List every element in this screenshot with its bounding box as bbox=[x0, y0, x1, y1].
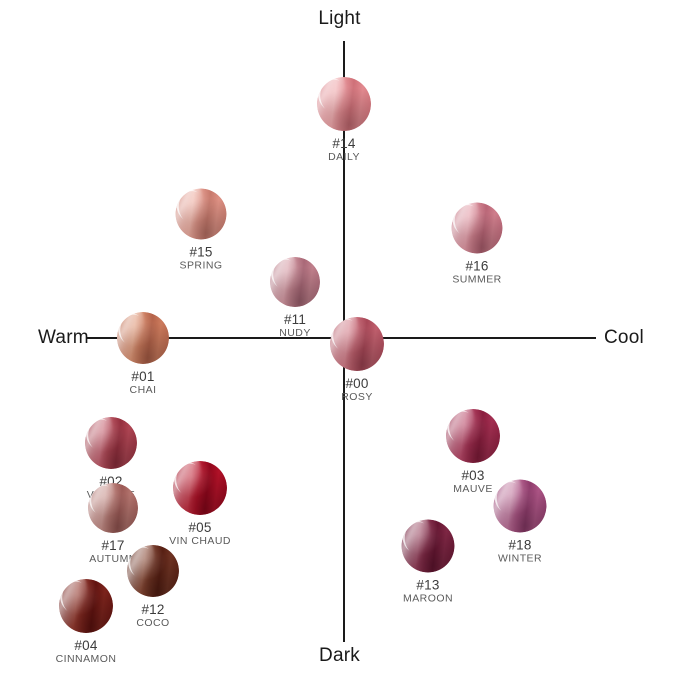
swatch-color-fill bbox=[127, 545, 179, 597]
swatch-caption: #11 NUDY bbox=[279, 312, 311, 340]
swatch-dot[interactable] bbox=[446, 409, 500, 463]
swatch-coco[interactable]: #12 COCO bbox=[127, 545, 179, 629]
swatch-name: WINTER bbox=[497, 552, 543, 565]
swatch-daily[interactable]: #14 DAILY bbox=[317, 77, 371, 163]
swatch-caption: #16 SUMMER bbox=[452, 259, 501, 287]
swatch-code: #12 bbox=[141, 602, 165, 617]
swatch-color-fill bbox=[401, 519, 455, 573]
axis-label-dark: Dark bbox=[319, 645, 360, 666]
swatch-dot[interactable] bbox=[270, 257, 320, 307]
swatch-color-fill bbox=[117, 312, 169, 364]
swatch-caption: #18 WINTER bbox=[498, 538, 542, 566]
swatch-summer[interactable]: #16 SUMMER bbox=[451, 202, 503, 286]
swatch-color-fill bbox=[270, 257, 320, 307]
swatch-dot[interactable] bbox=[173, 461, 227, 515]
axis-label-cool: Cool bbox=[604, 327, 644, 348]
swatch-rosy[interactable]: #00 ROSY bbox=[330, 317, 384, 403]
swatch-name: COCO bbox=[136, 617, 170, 629]
swatch-code: #00 bbox=[345, 376, 369, 391]
swatch-dot[interactable] bbox=[317, 77, 371, 131]
swatch-dot[interactable] bbox=[88, 483, 138, 533]
swatch-code: #05 bbox=[188, 520, 212, 535]
swatch-vintage[interactable]: #02VINTAGE bbox=[85, 417, 137, 501]
swatch-name: CHAI bbox=[129, 384, 157, 396]
swatch-code: #11 bbox=[283, 312, 307, 327]
swatch-spring[interactable]: #15 SPRING bbox=[175, 188, 227, 272]
swatch-dot[interactable] bbox=[175, 188, 227, 240]
swatch-dot[interactable] bbox=[451, 202, 503, 254]
swatch-color-fill bbox=[173, 461, 227, 515]
swatch-dot[interactable] bbox=[493, 479, 547, 533]
swatch-caption: #00 ROSY bbox=[341, 376, 373, 404]
swatch-dot[interactable] bbox=[85, 417, 137, 469]
swatch-caption: #12 COCO bbox=[136, 602, 169, 630]
swatch-winter[interactable]: #18 WINTER bbox=[493, 479, 547, 565]
swatch-color-fill bbox=[493, 479, 547, 533]
swatch-vin-chaud[interactable]: #05 VIN CHAUD bbox=[169, 461, 230, 547]
swatch-dot[interactable] bbox=[59, 579, 113, 633]
swatch-color-fill bbox=[175, 188, 227, 240]
swatch-color-fill bbox=[330, 317, 384, 371]
axis-label-warm: Warm bbox=[38, 327, 89, 348]
swatch-color-fill bbox=[59, 579, 113, 633]
swatch-color-fill bbox=[451, 202, 503, 254]
swatch-color-fill bbox=[446, 409, 500, 463]
swatch-cinnamon[interactable]: #04 CINNAMON bbox=[56, 579, 116, 665]
axis-label-light: Light bbox=[318, 8, 361, 29]
swatch-dot[interactable] bbox=[401, 519, 455, 573]
swatch-name: MAUVE bbox=[453, 483, 493, 495]
swatch-name: SUMMER bbox=[452, 273, 502, 286]
swatch-code: #03 bbox=[461, 468, 485, 483]
swatch-color-fill bbox=[88, 483, 138, 533]
swatch-caption: #13 MAROON bbox=[403, 578, 453, 606]
swatch-name: MAROON bbox=[403, 592, 453, 605]
swatch-caption: #15 SPRING bbox=[180, 245, 223, 273]
swatch-code: #13 bbox=[416, 577, 440, 593]
swatch-code: #01 bbox=[131, 369, 155, 384]
swatch-caption: #01 CHAI bbox=[130, 369, 157, 397]
swatch-dot[interactable] bbox=[330, 317, 384, 371]
swatch-caption: #03 MAUVE bbox=[453, 468, 493, 496]
swatch-color-fill bbox=[317, 77, 371, 131]
swatch-chai[interactable]: #01 CHAI bbox=[117, 312, 169, 396]
swatch-code: #18 bbox=[508, 537, 532, 553]
swatch-dot[interactable] bbox=[117, 312, 169, 364]
swatch-code: #15 bbox=[189, 244, 213, 260]
swatch-nudy[interactable]: #11 NUDY bbox=[270, 257, 320, 339]
swatch-mauve[interactable]: #03 MAUVE bbox=[446, 409, 500, 495]
swatch-color-fill bbox=[85, 417, 137, 469]
swatch-name: ROSY bbox=[341, 391, 373, 403]
swatch-autumn[interactable]: #17 AUTUMN bbox=[88, 483, 138, 565]
swatch-name: SPRING bbox=[179, 259, 223, 272]
swatch-dot[interactable] bbox=[127, 545, 179, 597]
swatch-code: #16 bbox=[465, 258, 489, 274]
swatch-caption: #05 VIN CHAUD bbox=[169, 520, 231, 548]
swatch-maroon[interactable]: #13 MAROON bbox=[401, 519, 455, 605]
